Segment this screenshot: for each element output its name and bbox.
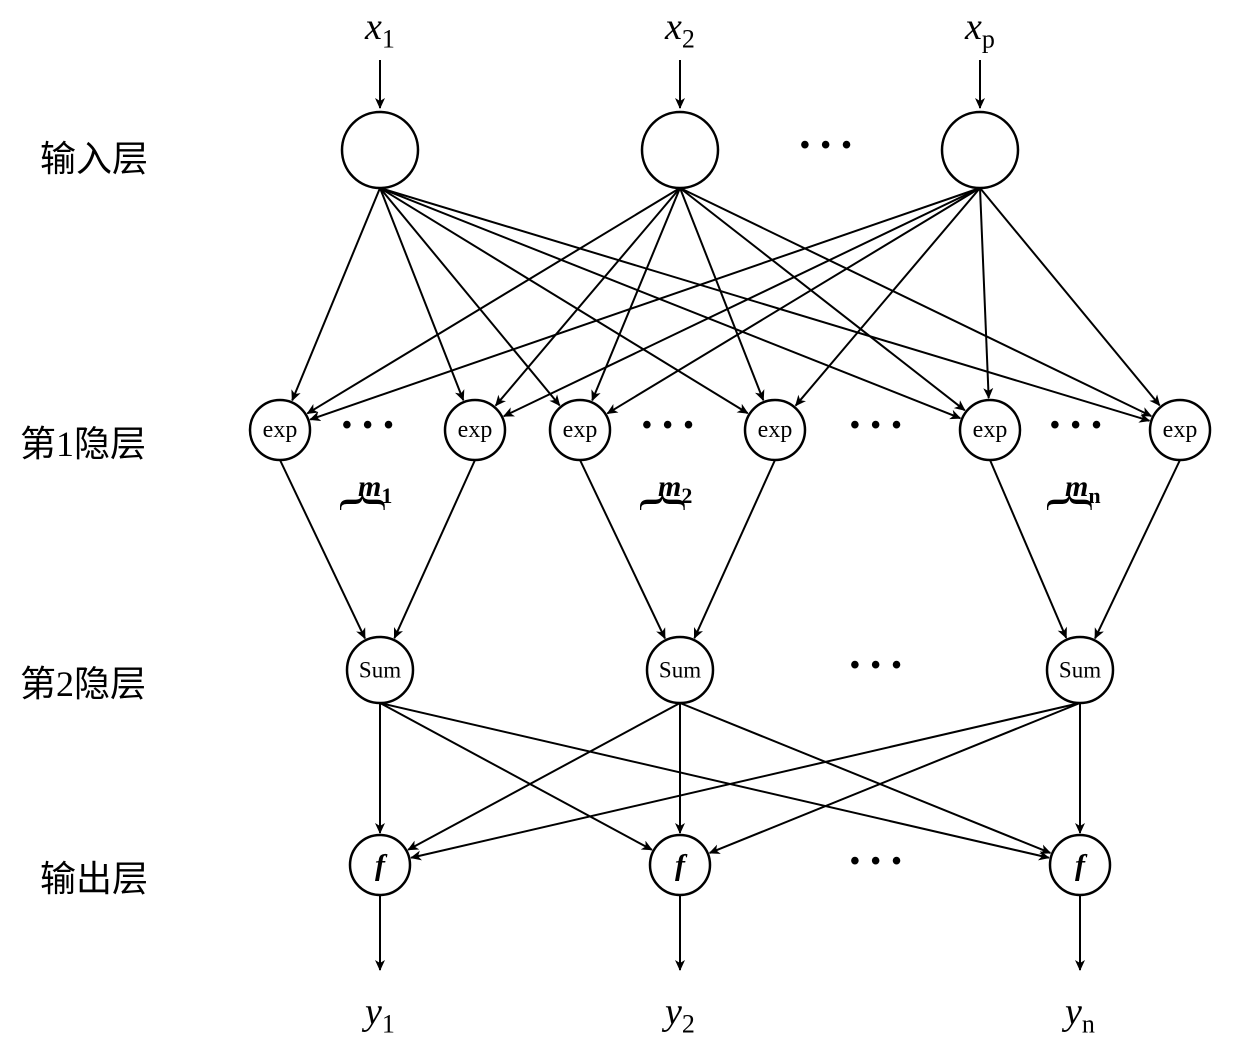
ellipsis-icon: • • • xyxy=(850,848,903,876)
edge xyxy=(292,188,380,400)
edge xyxy=(980,188,1160,405)
ellipsis-icon: • • • xyxy=(850,412,903,440)
ellipsis-icon: • • • xyxy=(850,652,903,680)
edge xyxy=(680,188,1151,416)
node-text: Sum xyxy=(659,658,701,683)
node-text: exp xyxy=(973,417,1008,443)
edge xyxy=(380,703,1049,858)
input-var-x1: x1 xyxy=(365,5,395,55)
hidden2-layer-label: 第2隐层 xyxy=(20,655,146,707)
edge xyxy=(310,188,980,420)
hidden1-layer-label: 第1隐层 xyxy=(20,415,146,467)
edge xyxy=(580,460,665,638)
input-var-x2: x2 xyxy=(665,5,695,55)
edge xyxy=(380,703,652,850)
node-text: exp xyxy=(563,417,598,443)
ellipsis-icon: • • • xyxy=(342,412,395,440)
edge xyxy=(394,460,475,638)
node-text: f xyxy=(375,849,388,882)
output-layer-label: 输出层 xyxy=(40,850,148,902)
node-text: Sum xyxy=(359,658,401,683)
output-var-yn: yn xyxy=(1065,990,1095,1040)
node-text: exp xyxy=(263,417,298,443)
edge xyxy=(380,188,960,418)
edge xyxy=(380,188,463,400)
node-circle xyxy=(342,112,418,188)
ellipsis-icon: • • • xyxy=(1050,412,1103,440)
output-var-y2: y2 xyxy=(665,990,695,1040)
node-text: exp xyxy=(758,417,793,443)
edge xyxy=(1095,460,1180,638)
input-layer-label: 输入层 xyxy=(40,130,148,182)
m1-label: m1 xyxy=(358,470,392,509)
edge xyxy=(710,703,1080,853)
diagram-svg: exp exp exp exp exp exp Sum Sum Sum f f f xyxy=(0,0,1240,1048)
mn-label: mn xyxy=(1065,470,1101,509)
edge xyxy=(980,188,989,398)
edge xyxy=(990,460,1066,638)
edge xyxy=(694,460,775,638)
edge xyxy=(680,703,1050,853)
ellipsis-icon: • • • xyxy=(800,132,853,160)
node-text: f xyxy=(675,849,688,882)
node-text: exp xyxy=(458,417,493,443)
edge xyxy=(280,460,365,638)
node-text: Sum xyxy=(1059,658,1101,683)
node-circle xyxy=(942,112,1018,188)
node-text: exp xyxy=(1163,417,1198,443)
diagram-container: expexpexpexpexpexpSumSumSumfff 输入层 第1隐层 … xyxy=(0,0,1240,1048)
node-circle xyxy=(642,112,718,188)
input-var-xp: xp xyxy=(965,5,995,55)
ellipsis-icon: • • • xyxy=(642,412,695,440)
edge xyxy=(380,188,1149,421)
edge xyxy=(504,188,980,416)
edge xyxy=(380,188,560,405)
edge xyxy=(411,703,1080,858)
output-var-y1: y1 xyxy=(365,990,395,1040)
node-text: f xyxy=(1075,849,1088,882)
m2-label: m2 xyxy=(658,470,692,509)
